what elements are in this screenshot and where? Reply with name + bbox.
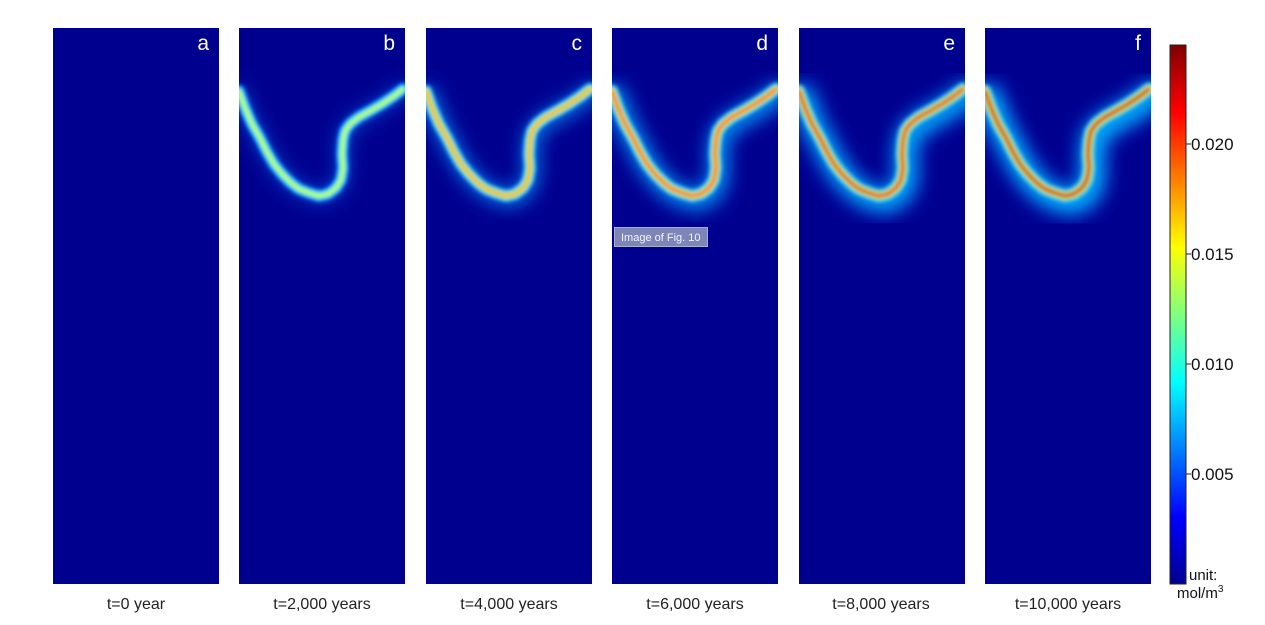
unit-superscript: 3	[1218, 584, 1224, 595]
time-label-a: t=0 year	[107, 596, 166, 613]
colorbar-tick-label-3: 0.020	[1191, 135, 1234, 154]
panel-f-channel	[985, 82, 1151, 203]
panel-c: c	[426, 28, 592, 584]
figure-image-badge[interactable]: Image of Fig. 10	[614, 227, 708, 247]
panel-b: b	[239, 28, 405, 584]
colorbar-tick-label-1: 0.010	[1191, 355, 1234, 374]
panel-a: a	[53, 28, 219, 584]
colorbar-unit-line2: mol/m3	[1177, 584, 1224, 602]
time-label-c: t=4,000 years	[460, 596, 557, 613]
panel-letter-d: d	[756, 32, 768, 55]
panel-letter-c: c	[572, 32, 583, 55]
panel-letter-f: f	[1135, 32, 1141, 55]
panel-e-channel-band-4	[799, 87, 965, 198]
colorbar-tick-label-0: 0.005	[1191, 465, 1234, 484]
time-label-d: t=6,000 years	[646, 596, 743, 613]
panel-letter-e: e	[943, 32, 955, 55]
panel-e: e	[799, 28, 965, 584]
time-labels: t=0 year t=2,000 years t=4,000 years t=6…	[107, 596, 1121, 613]
panel-d-channel	[612, 82, 778, 203]
heatmap-panels: a b c d e f	[53, 28, 1151, 584]
colorbar: 0.005 0.010 0.015 0.020 unit: mol/m3	[1169, 44, 1234, 602]
colorbar-unit-line1: unit:	[1189, 567, 1217, 584]
panel-letter-b: b	[383, 32, 395, 55]
panel-c-channel-band-4	[426, 87, 592, 198]
panel-e-channel	[799, 82, 965, 203]
panel-f: f	[985, 28, 1151, 584]
time-label-e: t=8,000 years	[832, 596, 929, 613]
panel-b-background	[239, 28, 405, 584]
panel-a-background	[53, 28, 219, 584]
time-label-f: t=10,000 years	[1015, 596, 1121, 613]
panel-letter-a: a	[197, 32, 209, 55]
panel-b-channel-band-4	[239, 87, 405, 198]
panel-d: d	[612, 28, 778, 584]
colorbar-gradient	[1169, 44, 1187, 585]
unit-base: mol/m	[1177, 585, 1218, 602]
time-label-b: t=2,000 years	[273, 596, 370, 613]
colorbar-tick-label-2: 0.015	[1191, 245, 1234, 264]
panel-b-channel	[239, 82, 405, 203]
panel-f-channel-band-4	[985, 87, 1151, 198]
colorbar-ticks: 0.005 0.010 0.015 0.020	[1186, 135, 1234, 484]
panel-c-channel	[426, 82, 592, 203]
panel-d-channel-band-4	[612, 87, 778, 198]
